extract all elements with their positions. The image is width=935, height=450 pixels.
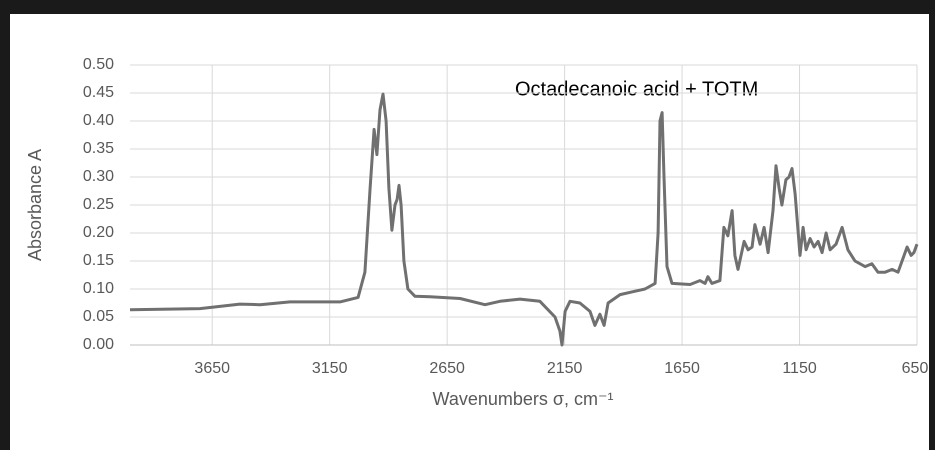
y-tick-label: 0.05 — [83, 308, 114, 325]
y-tick-label: 0.45 — [83, 84, 114, 101]
y-tick-label: 0.50 — [83, 56, 114, 73]
x-axis-label: Wavenumbers σ, cm⁻¹ — [433, 389, 614, 409]
x-tick-label: 3650 — [194, 360, 230, 377]
x-tick-label: 1650 — [664, 360, 700, 377]
y-tick-label: 0.35 — [83, 140, 114, 157]
chart-title: Octadecanoic acid + TOTM — [515, 78, 758, 100]
x-tick-label: 2650 — [429, 360, 465, 377]
y-axis-label: Absorbance A — [25, 149, 45, 261]
x-tick-label: 2150 — [547, 360, 583, 377]
y-tick-label: 0.00 — [83, 336, 114, 353]
y-tick-label: 0.30 — [83, 168, 114, 185]
chart-area — [10, 14, 929, 450]
x-tick-label: 650 — [902, 360, 929, 377]
data-line — [129, 92, 919, 347]
y-tick-label: 0.25 — [83, 196, 114, 213]
y-tick-label: 0.40 — [83, 112, 114, 129]
y-tick-label: 0.15 — [83, 252, 114, 269]
x-tick-label: 1150 — [782, 360, 817, 377]
y-tick-label: 0.20 — [83, 224, 114, 241]
y-tick-label: 0.10 — [83, 280, 114, 297]
x-tick-label: 3150 — [312, 360, 348, 377]
